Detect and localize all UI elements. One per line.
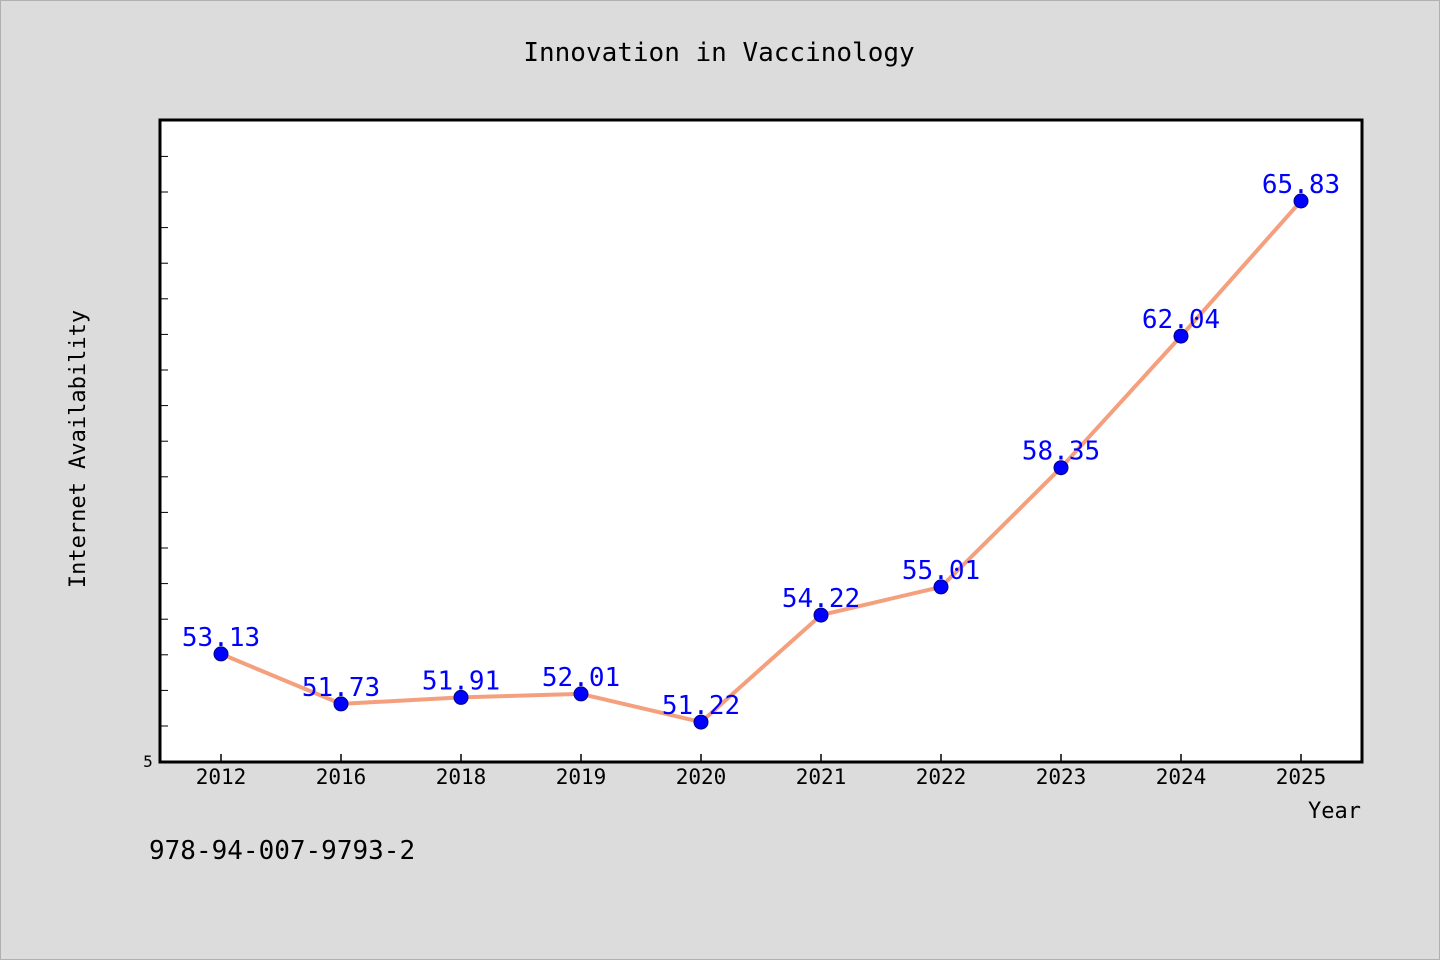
data-point	[333, 696, 349, 712]
x-axis-label: Year	[1308, 799, 1361, 824]
x-tick-label: 2012	[196, 765, 247, 789]
data-point	[213, 646, 229, 662]
data-label: 51.91	[422, 666, 500, 696]
data-label: 62.04	[1142, 305, 1220, 335]
data-label: 52.01	[542, 663, 620, 693]
data-point	[1293, 193, 1309, 209]
x-tick-label: 2022	[916, 765, 967, 789]
x-tick-label: 2018	[436, 765, 487, 789]
data-label: 65.83	[1262, 170, 1340, 200]
data-point	[573, 686, 589, 702]
plot-area	[158, 118, 1364, 764]
x-tick-label: 2016	[316, 765, 367, 789]
data-point	[933, 579, 949, 595]
x-tick-label: 2023	[1036, 765, 1087, 789]
isbn-code: 978-94-007-9793-2	[149, 836, 416, 866]
x-tick-label: 2024	[1156, 765, 1207, 789]
x-tick-label: 2019	[556, 765, 607, 789]
data-point	[1053, 460, 1069, 476]
x-axis: 2012 2016 2018 2019 2020 2021 2022 2023 2024 2025	[196, 754, 1327, 789]
data-label: 58.35	[1022, 437, 1100, 467]
data-point	[813, 607, 829, 623]
data-label: 53.13	[182, 623, 260, 653]
y-axis-label: Internet Availability	[66, 310, 91, 588]
y-axis-ticks	[160, 155, 168, 727]
data-label: 51.22	[662, 691, 740, 721]
y-tick-label: 5	[143, 752, 153, 771]
data-label: 55.01	[902, 556, 980, 586]
data-points	[213, 193, 1309, 730]
data-point	[693, 714, 709, 730]
series-line	[219, 199, 1303, 725]
x-tick-label: 2020	[676, 765, 727, 789]
x-tick-label: 2021	[796, 765, 847, 789]
data-label: 54.22	[782, 584, 860, 614]
data-label: 51.73	[302, 673, 380, 703]
data-point	[1173, 328, 1189, 344]
data-point	[453, 689, 469, 705]
x-tick-label: 2025	[1276, 765, 1327, 789]
chart-title: Innovation in Vaccinology	[523, 38, 914, 68]
data-labels: 53.13 51.73 51.91 52.01 51.22 54.22 55.01 58.35…	[182, 170, 1340, 721]
